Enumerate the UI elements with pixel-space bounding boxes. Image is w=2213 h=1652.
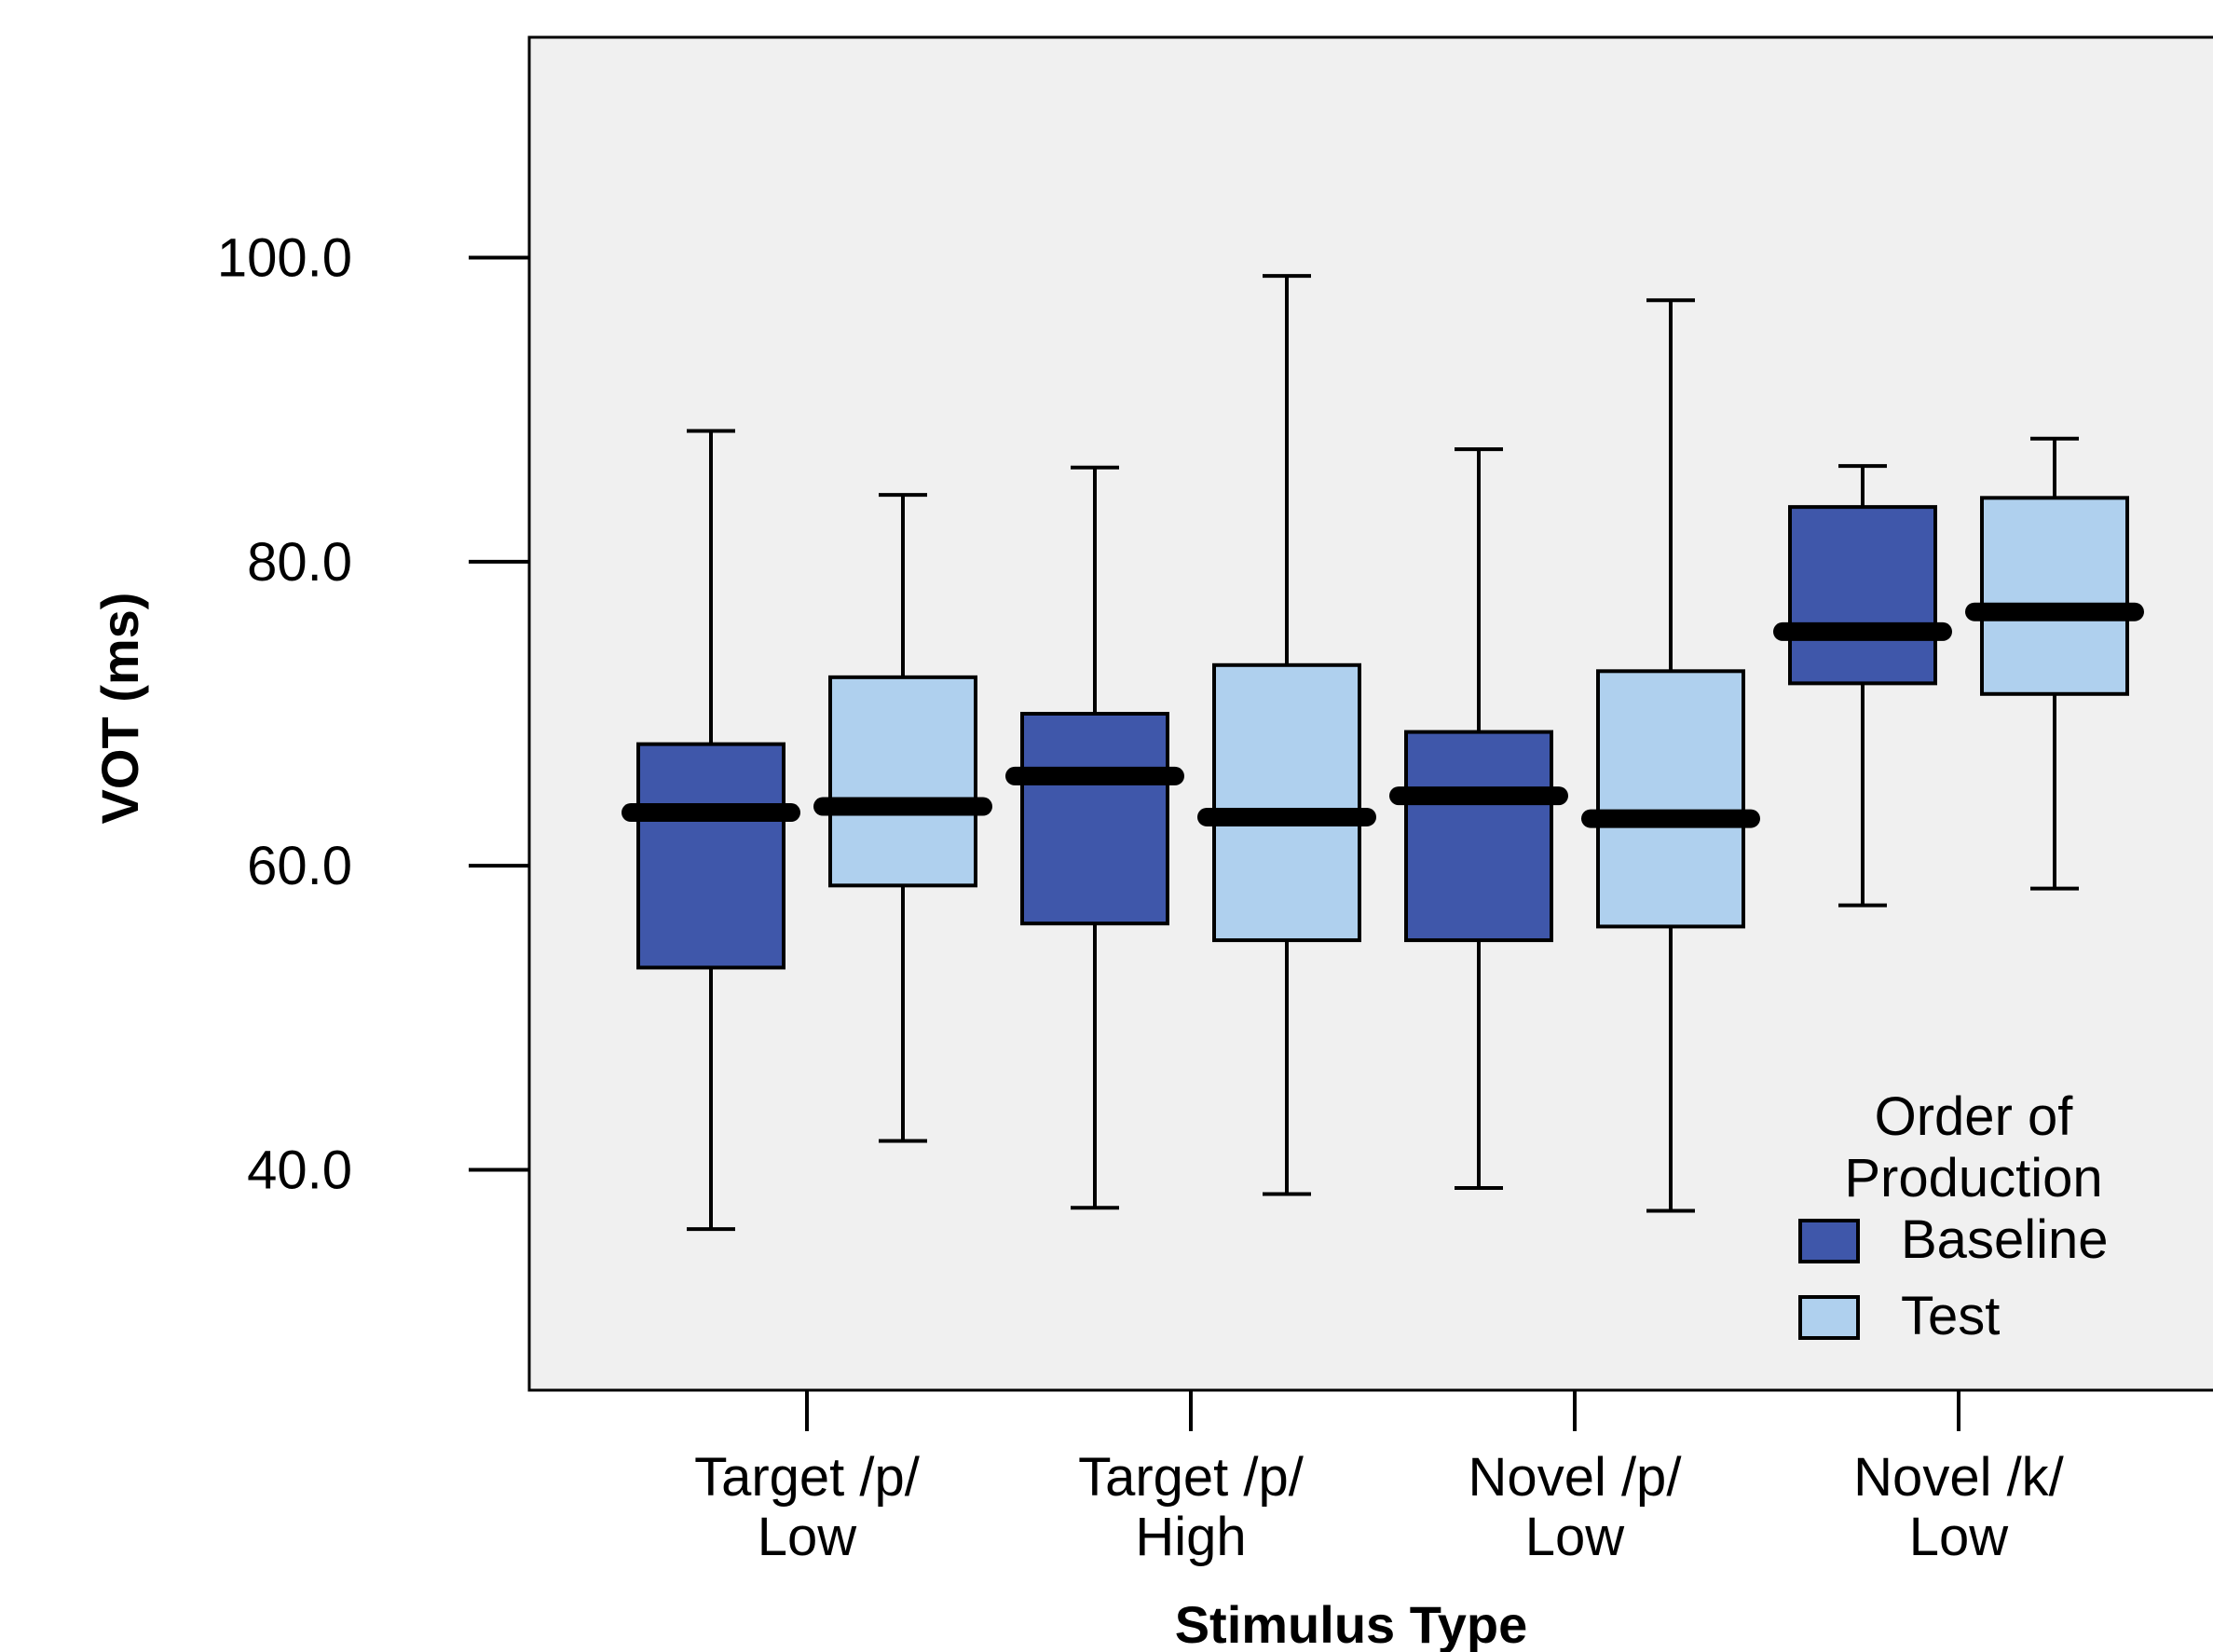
box-iqr — [1596, 669, 1745, 929]
y-axis: 40.0 60.0 80.0 100.0 — [217, 228, 529, 1200]
box-baseline-2 — [1005, 465, 1184, 1210]
box-test-3 — [1581, 298, 1760, 1213]
x-tick-label: Novel /p/Low — [1469, 1447, 1683, 1567]
y-axis-title: VOT (ms) — [90, 593, 149, 825]
x-tick-label: Target /p/Low — [694, 1447, 921, 1567]
y-tick-label: 60.0 — [247, 836, 352, 896]
x-axis-title: Stimulus Type — [1175, 1595, 1528, 1652]
box-iqr — [828, 675, 977, 888]
box-baseline-1 — [622, 429, 800, 1232]
box-iqr — [1980, 496, 2129, 696]
legend-label-baseline: Baseline — [1901, 1209, 2108, 1270]
box-baseline-3 — [1389, 447, 1568, 1191]
box-series — [622, 274, 2144, 1232]
y-tick-label: 80.0 — [247, 532, 352, 593]
box-iqr — [1404, 730, 1553, 943]
legend-swatch-baseline — [1798, 1219, 1860, 1263]
box-test-2 — [1197, 274, 1376, 1196]
x-tick-label: Target /p/High — [1078, 1447, 1305, 1567]
y-tick-label: 100.0 — [217, 228, 352, 289]
legend-label-test: Test — [1901, 1286, 2000, 1346]
box-iqr — [1788, 505, 1937, 686]
box-iqr — [636, 742, 785, 970]
x-axis: Target /p/Low Target /p/High Novel /p/Low N… — [615, 1388, 2154, 1567]
x-tick-label: Novel /k/Low — [1853, 1447, 2065, 1567]
box-test-1 — [813, 493, 992, 1143]
plot-area — [527, 35, 2213, 1392]
box-baseline-4 — [1773, 464, 1952, 908]
box-test-4 — [1965, 436, 2144, 891]
y-tick-label: 40.0 — [247, 1140, 352, 1200]
box-iqr — [1020, 712, 1169, 926]
legend-swatch-test — [1798, 1295, 1860, 1340]
legend-title: Order of Production — [1844, 1086, 2102, 1208]
box-iqr — [1212, 662, 1361, 943]
